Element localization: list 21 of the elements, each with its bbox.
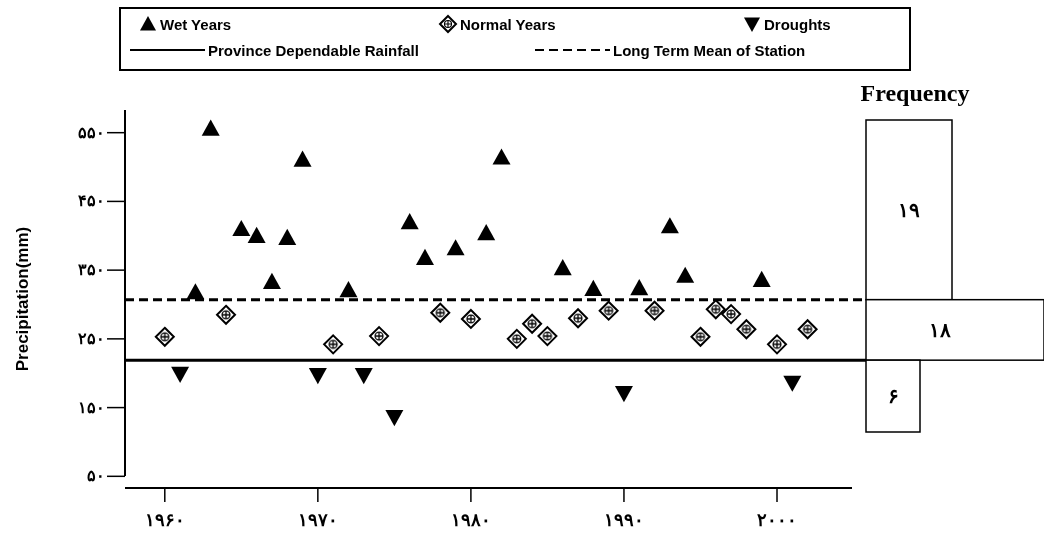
x-tick-label: ۱۹۸۰ xyxy=(450,510,491,530)
x-tick-label: ۱۹۹۰ xyxy=(603,510,644,530)
text: ۱۹ xyxy=(898,198,920,221)
y-tick-label: ۳۵۰ xyxy=(78,261,105,279)
y-tick-label: ۲۵۰ xyxy=(78,329,105,347)
y-tick-label: ۴۵۰ xyxy=(78,192,105,210)
text: ۱۸ xyxy=(929,318,951,341)
y-axis-title: Precipitation(mm) xyxy=(13,226,32,372)
x-tick-label: ۱۹۶۰ xyxy=(144,510,185,530)
legend-label: Normal Years xyxy=(460,16,556,33)
x-tick-label: ۱۹۷۰ xyxy=(297,510,338,530)
text: ۶ xyxy=(887,385,899,408)
legend-label: Long Term Mean of Station xyxy=(613,42,806,59)
text: Frequency xyxy=(860,80,970,106)
legend-label: Droughts xyxy=(764,16,831,33)
y-tick-label: ۵۰ xyxy=(87,467,105,485)
y-tick-label: ۱۵۰ xyxy=(78,398,105,416)
legend-label: Province Dependable Rainfall xyxy=(208,42,419,59)
y-tick-label: ۵۵۰ xyxy=(78,123,105,141)
legend-label: Wet Years xyxy=(160,16,232,33)
x-tick-label: ۲۰۰۰ xyxy=(757,510,797,530)
